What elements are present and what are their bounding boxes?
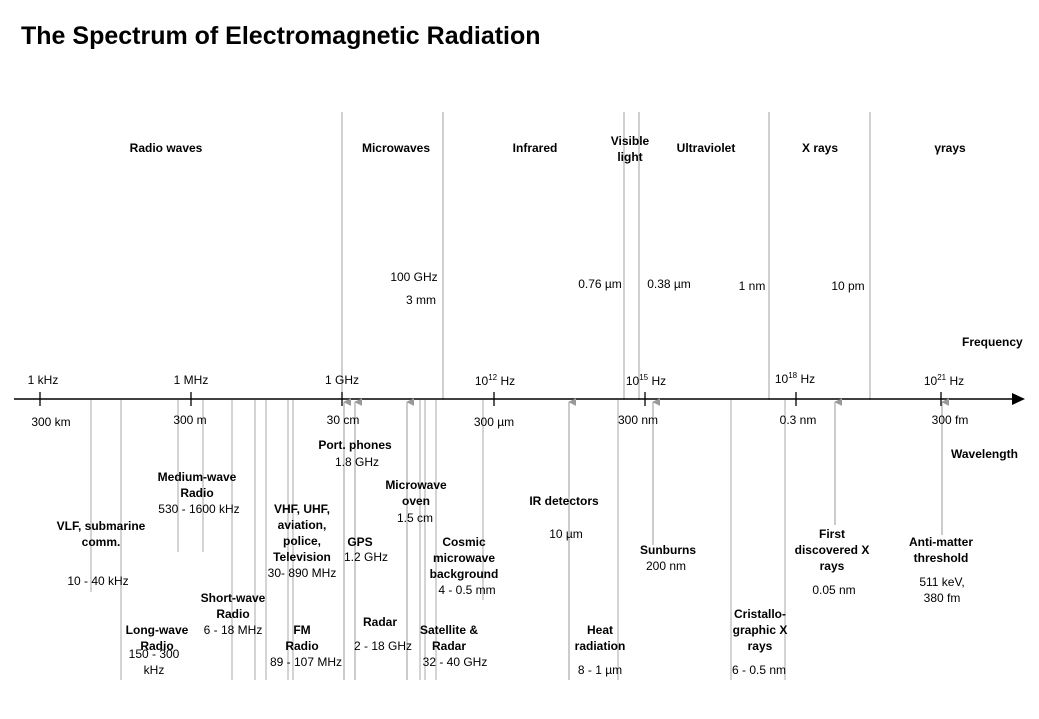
application-arrows	[343, 398, 950, 680]
boundary-3mm: 3 mm	[406, 293, 436, 307]
app-vlf-value: 10 - 40 kHz	[67, 574, 129, 588]
app-gps-value: 1.2 GHz	[343, 550, 389, 564]
app-cmb-name: Cosmic microwave background	[429, 535, 499, 581]
app-portphones-name: Port. phones	[318, 438, 392, 452]
app-heat-radiation-name: Heat radiation	[574, 623, 626, 653]
freq-tick-1mhz: 1 MHz	[173, 373, 209, 387]
freq-tick-1e18: 1018 Hz	[774, 371, 816, 387]
app-antimatter-value: 511 keV, 380 fm	[919, 575, 965, 605]
app-radar-value: 2 - 18 GHz	[353, 639, 413, 653]
app-crystallographic-name: Cristallo-graphic X rays	[732, 607, 788, 653]
app-shortwave-value: 6 - 18 MHz	[203, 623, 263, 637]
axis-arrowhead	[1012, 393, 1025, 405]
boundary-100ghz: 100 GHz	[390, 270, 438, 284]
page-title: The Spectrum of Electromagnetic Radiatio…	[21, 22, 541, 50]
app-satellite-value: 32 - 40 GHz	[422, 655, 488, 669]
app-cmb-value: 4 - 0.5 mm	[438, 583, 496, 597]
app-sunburns-value: 200 nm	[645, 559, 687, 573]
wl-tick-300km: 300 km	[31, 415, 71, 429]
app-vhf-uhf-name: VHF, UHF, aviation, police, Television	[273, 502, 331, 564]
band-x-rays: X rays	[801, 141, 839, 155]
band-visible-light: Visible light	[610, 134, 650, 164]
freq-tick-1e21: 1021 Hz	[923, 373, 965, 389]
app-fm-radio-name: FM Radio	[285, 623, 319, 653]
app-antimatter-name: Anti-matter threshold	[908, 535, 973, 565]
frequency-axis-label: Frequency	[962, 335, 1023, 349]
wl-tick-300fm: 300 fm	[931, 413, 969, 427]
boundary-10pm: 10 pm	[831, 279, 865, 293]
app-first-xrays-name: First discovered X rays	[794, 527, 870, 573]
app-first-xrays-value: 0.05 nm	[812, 583, 856, 597]
wl-tick-300um: 300 µm	[473, 415, 515, 429]
app-mediumwave-name: Medium-wave Radio	[157, 470, 237, 500]
app-radar-name: Radar	[362, 615, 397, 629]
app-satellite-name: Satellite & Radar	[419, 623, 479, 653]
app-microwave-oven-value: 1.5 cm	[396, 511, 434, 525]
freq-tick-1e12: 1012 Hz	[474, 373, 516, 389]
boundary-0.38um: 0.38 µm	[647, 277, 691, 291]
wl-tick-0.3nm: 0.3 nm	[779, 413, 817, 427]
app-gps-name: GPS	[347, 535, 373, 549]
app-microwave-oven-name: Microwave oven	[385, 478, 447, 508]
wavelength-axis-label: Wavelength	[951, 447, 1018, 461]
band-infrared: Infrared	[512, 141, 558, 155]
app-portphones-value: 1.8 GHz	[334, 455, 380, 469]
boundary-1nm: 1 nm	[738, 279, 766, 293]
app-vlf-name: VLF, submarine comm.	[56, 519, 146, 549]
band-boundaries	[341, 112, 871, 400]
axis-ticks	[39, 392, 942, 406]
freq-tick-1khz: 1 kHz	[27, 373, 59, 387]
boundary-0.76um: 0.76 µm	[578, 277, 622, 291]
wl-tick-300m: 300 m	[173, 413, 207, 427]
band-radio-waves: Radio waves	[129, 141, 203, 155]
app-fm-radio-value: 89 - 107 MHz	[269, 655, 343, 669]
freq-tick-1e15: 1015 Hz	[625, 373, 667, 389]
app-mediumwave-value: 530 - 1600 kHz	[158, 502, 240, 516]
wl-tick-300nm: 300 nm	[617, 413, 659, 427]
app-shortwave-name: Short-wave Radio	[200, 591, 266, 621]
application-lines	[90, 400, 786, 680]
app-longwave-name: Long-wave Radio	[125, 623, 189, 653]
freq-tick-1ghz: 1 GHz	[324, 373, 360, 387]
app-ir-detectors-value: 10 µm	[549, 527, 583, 541]
app-vhf-uhf-value: 30- 890 MHz	[267, 566, 337, 580]
wl-tick-30cm: 30 cm	[326, 413, 360, 427]
band-microwaves: Microwaves	[361, 141, 431, 155]
app-heat-radiation-value: 8 - 1 µm	[577, 663, 623, 677]
app-crystallographic-value: 6 - 0.5 nm	[731, 663, 787, 677]
band-gamma-rays: γrays	[934, 141, 966, 155]
band-ultraviolet: Ultraviolet	[676, 141, 736, 155]
app-sunburns-name: Sunburns	[640, 543, 696, 557]
app-longwave-value: 150 - 300 kHz	[128, 647, 180, 677]
app-ir-detectors-name: IR detectors	[529, 494, 599, 508]
